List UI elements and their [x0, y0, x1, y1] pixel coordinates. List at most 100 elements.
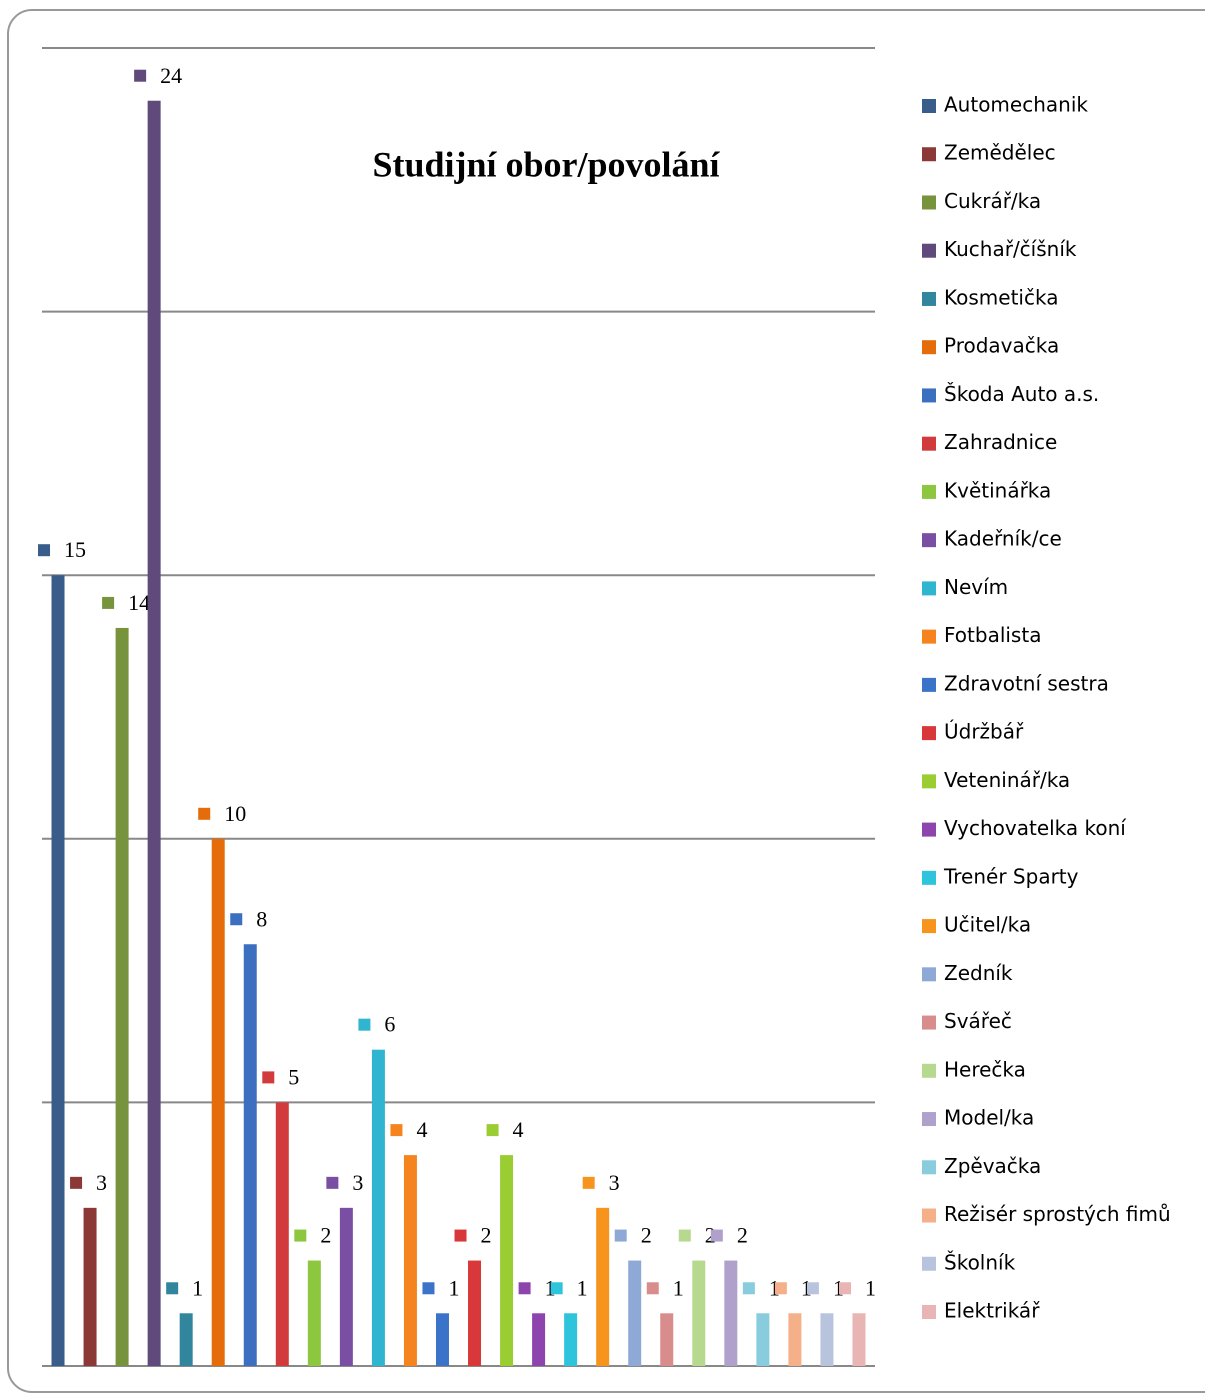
legend-key [922, 388, 936, 403]
bar [307, 1260, 321, 1366]
data-label-key [262, 1071, 275, 1084]
data-label-key [422, 1282, 435, 1295]
bar [788, 1313, 802, 1366]
legend-label: Automechanik [944, 93, 1088, 117]
bar [820, 1313, 834, 1366]
legend-label: Trenér Sparty [943, 864, 1079, 888]
legend-key [922, 147, 936, 162]
data-label: 14 [128, 590, 150, 615]
bar [179, 1313, 193, 1366]
legend-label: Model/ka [944, 1106, 1034, 1130]
bar [435, 1313, 449, 1366]
data-label: 1 [673, 1275, 684, 1300]
data-label: 5 [288, 1064, 299, 1089]
bar [275, 1102, 289, 1366]
data-label-key [454, 1229, 467, 1242]
data-label: 1 [833, 1275, 844, 1300]
legend-label: Školník [944, 1250, 1016, 1274]
data-label: 4 [416, 1117, 427, 1142]
legend-key [922, 967, 936, 982]
bar [756, 1313, 770, 1366]
data-label: 15 [64, 537, 86, 562]
data-label: 1 [448, 1275, 459, 1300]
data-label-key [838, 1282, 851, 1295]
bar [468, 1260, 482, 1366]
data-label-key [38, 544, 51, 557]
data-label: 2 [641, 1223, 652, 1248]
legend-key [922, 1305, 936, 1319]
legend-label: Učitel/ka [944, 913, 1031, 937]
data-label: 1 [545, 1275, 556, 1300]
legend-key [922, 629, 936, 644]
legend-label: Nevím [944, 575, 1008, 599]
data-label-key [390, 1124, 403, 1137]
legend-label: Zahradnice [944, 430, 1057, 454]
bar [115, 627, 129, 1366]
legend-key [922, 195, 936, 210]
data-label: 8 [256, 906, 267, 931]
data-label-key [198, 807, 211, 820]
legend-label: Herečka [944, 1057, 1026, 1081]
data-label-key [294, 1229, 307, 1242]
bar [660, 1313, 674, 1366]
data-label-key [518, 1282, 531, 1295]
legend-label: Zpěvačka [944, 1154, 1041, 1178]
legend-label: Kuchař/číšník [944, 237, 1077, 261]
bar [564, 1313, 578, 1366]
legend-label: Cukrář/ka [944, 189, 1041, 213]
data-label-key [166, 1282, 179, 1295]
data-label: 2 [481, 1223, 492, 1248]
bar [596, 1207, 610, 1366]
data-label: 3 [96, 1170, 107, 1195]
bar [211, 838, 225, 1366]
data-label: 10 [224, 801, 246, 826]
bar [339, 1207, 353, 1366]
legend-label: Zemědělec [944, 141, 1056, 165]
legend-label: Veteninář/ka [944, 768, 1070, 792]
legend-key [922, 243, 936, 258]
bar [403, 1155, 417, 1366]
data-label: 6 [384, 1012, 395, 1037]
bar [852, 1313, 866, 1366]
bar [51, 575, 65, 1366]
legend-label: Zdravotní sestra [944, 671, 1109, 695]
legend-label: Svářeč [944, 1009, 1012, 1033]
legend-key [922, 726, 936, 741]
data-label-key [70, 1176, 83, 1189]
chart-title: Studijní obor/povolání [372, 144, 720, 184]
legend-label: Prodavačka [944, 334, 1059, 358]
legend-key [922, 870, 936, 885]
legend-key [922, 1063, 936, 1078]
data-label-key [134, 69, 147, 82]
legend-key [922, 919, 936, 934]
data-label-key [742, 1282, 755, 1295]
data-label: 2 [705, 1223, 716, 1248]
data-label: 2 [737, 1223, 748, 1248]
data-label-key [614, 1229, 627, 1242]
data-label: 1 [577, 1275, 588, 1300]
bar [243, 944, 257, 1366]
data-label-key [646, 1282, 659, 1295]
bar [147, 100, 161, 1367]
data-label-key [774, 1282, 787, 1295]
legend-key [922, 677, 936, 692]
legend-key [922, 1208, 936, 1223]
bar [83, 1207, 97, 1366]
legend-key [922, 1160, 936, 1175]
data-label: 1 [192, 1275, 203, 1300]
legend-label: Fotbalista [944, 623, 1041, 647]
data-label-key [710, 1229, 723, 1242]
bar [628, 1260, 642, 1366]
bar [532, 1313, 546, 1366]
bar [371, 1049, 385, 1366]
data-label-key [806, 1282, 819, 1295]
legend-key [922, 436, 936, 451]
legend-key [922, 340, 936, 355]
legend-key [922, 1256, 936, 1271]
data-label: 1 [865, 1275, 876, 1300]
legend-key [922, 484, 936, 499]
legend-label: Zedník [944, 961, 1013, 985]
frame [7, 9, 1205, 1393]
